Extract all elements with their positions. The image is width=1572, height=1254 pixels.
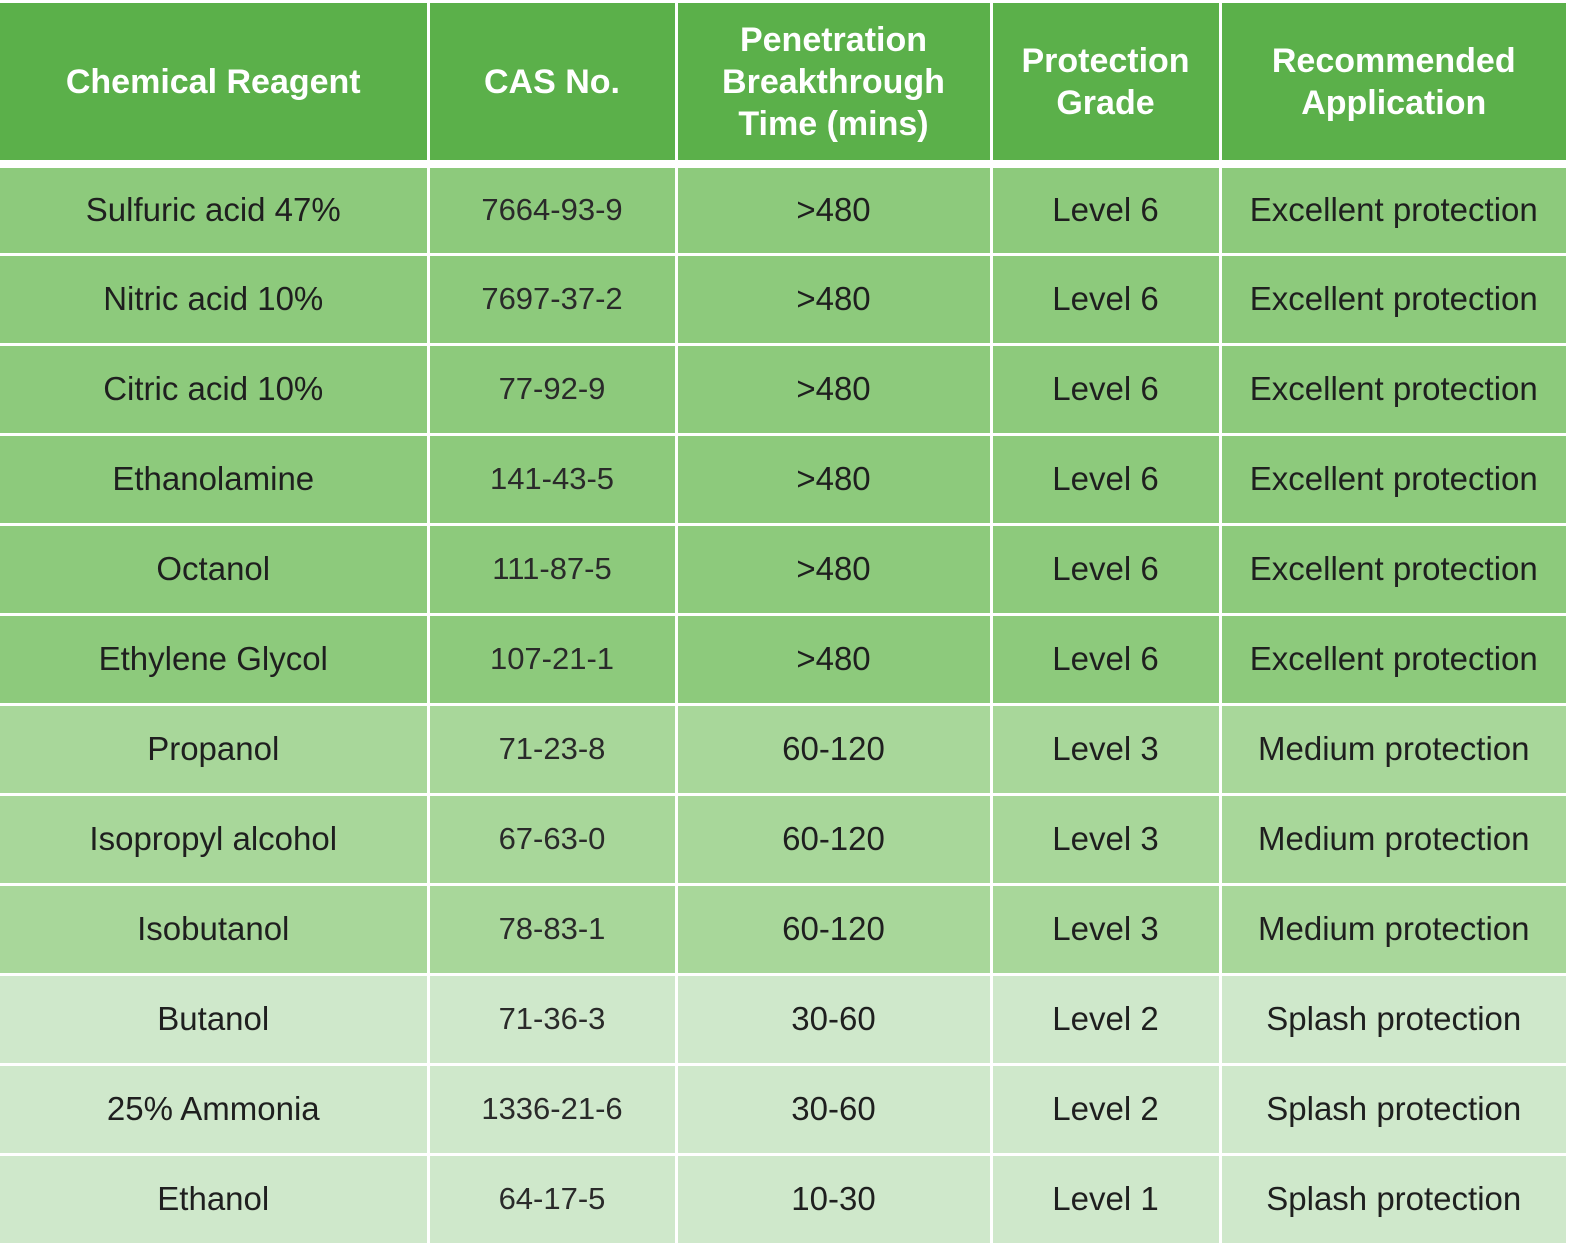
cell-breakthrough-time: 10-30 xyxy=(674,1154,993,1246)
cell-chemical-reagent: Citric acid 10% xyxy=(0,344,430,436)
cell-chemical-reagent: Ethylene Glycol xyxy=(0,614,430,706)
header-cas-no: CAS No. xyxy=(426,3,678,168)
cell-cas-no: 71-23-8 xyxy=(426,704,678,796)
cell-breakthrough-time: 60-120 xyxy=(674,704,993,796)
cell-chemical-reagent: Ethanolamine xyxy=(0,434,430,526)
cell-breakthrough-time: >480 xyxy=(674,344,993,436)
cell-breakthrough-time: 60-120 xyxy=(674,884,993,976)
table-body: Sulfuric acid 47% 7664-93-9 >480 Level 6 Exc… xyxy=(0,164,1566,1246)
cell-protection-grade: Level 6 xyxy=(989,344,1222,436)
cell-recommended-application: Splash protection xyxy=(1218,1154,1566,1246)
cell-recommended-application: Excellent protection xyxy=(1218,254,1566,346)
cell-protection-grade: Level 3 xyxy=(989,794,1222,886)
table-row: Ethanol 64-17-5 10-30 Level 1 Splash protect… xyxy=(0,1154,1566,1246)
cell-protection-grade: Level 6 xyxy=(989,614,1222,706)
cell-breakthrough-time: 30-60 xyxy=(674,1064,993,1156)
table-row: Sulfuric acid 47% 7664-93-9 >480 Level 6 Exc… xyxy=(0,164,1566,256)
table-row: Citric acid 10% 77-92-9 >480 Level 6 Excelle… xyxy=(0,344,1566,436)
cell-cas-no: 141-43-5 xyxy=(426,434,678,526)
cell-cas-no: 1336-21-6 xyxy=(426,1064,678,1156)
cell-chemical-reagent: Sulfuric acid 47% xyxy=(0,164,430,256)
cell-protection-grade: Level 2 xyxy=(989,974,1222,1066)
cell-recommended-application: Splash protection xyxy=(1218,1064,1566,1156)
cell-protection-grade: Level 2 xyxy=(989,1064,1222,1156)
cell-cas-no: 64-17-5 xyxy=(426,1154,678,1246)
cell-chemical-reagent: Butanol xyxy=(0,974,430,1066)
table-row: Butanol 71-36-3 30-60 Level 2 Splash protect… xyxy=(0,974,1566,1066)
cell-recommended-application: Excellent protection xyxy=(1218,164,1566,256)
cell-cas-no: 7664-93-9 xyxy=(426,164,678,256)
cell-chemical-reagent: 25% Ammonia xyxy=(0,1064,430,1156)
cell-breakthrough-time: >480 xyxy=(674,614,993,706)
cell-breakthrough-time: >480 xyxy=(674,434,993,526)
cell-cas-no: 78-83-1 xyxy=(426,884,678,976)
header-chemical-reagent: Chemical Reagent xyxy=(0,3,430,168)
header-recommended-application: Recommended Application xyxy=(1218,3,1566,168)
cell-chemical-reagent: Ethanol xyxy=(0,1154,430,1246)
cell-breakthrough-time: >480 xyxy=(674,524,993,616)
cell-chemical-reagent: Octanol xyxy=(0,524,430,616)
cell-recommended-application: Excellent protection xyxy=(1218,344,1566,436)
cell-chemical-reagent: Nitric acid 10% xyxy=(0,254,430,346)
cell-protection-grade: Level 6 xyxy=(989,524,1222,616)
header-protection-grade: Protection Grade xyxy=(989,3,1222,168)
header-row: Chemical Reagent CAS No. Penetration Bre… xyxy=(0,3,1566,168)
cell-cas-no: 77-92-9 xyxy=(426,344,678,436)
cell-cas-no: 111-87-5 xyxy=(426,524,678,616)
chemical-resistance-table: Chemical Reagent CAS No. Penetration Bre… xyxy=(0,3,1566,1246)
cell-breakthrough-time: 30-60 xyxy=(674,974,993,1066)
cell-recommended-application: Excellent protection xyxy=(1218,614,1566,706)
cell-protection-grade: Level 3 xyxy=(989,884,1222,976)
cell-chemical-reagent: Isobutanol xyxy=(0,884,430,976)
cell-cas-no: 71-36-3 xyxy=(426,974,678,1066)
table-row: Nitric acid 10% 7697-37-2 >480 Level 6 Excel… xyxy=(0,254,1566,346)
table-row: Octanol 111-87-5 >480 Level 6 Excellent prot… xyxy=(0,524,1566,616)
cell-breakthrough-time: >480 xyxy=(674,164,993,256)
header-breakthrough-time: Penetration Breakthrough Time (mins) xyxy=(674,3,993,168)
table-header: Chemical Reagent CAS No. Penetration Bre… xyxy=(0,3,1566,168)
cell-recommended-application: Medium protection xyxy=(1218,794,1566,886)
table-row: Ethanolamine 141-43-5 >480 Level 6 Excellent… xyxy=(0,434,1566,526)
cell-recommended-application: Excellent protection xyxy=(1218,434,1566,526)
cell-protection-grade: Level 1 xyxy=(989,1154,1222,1246)
cell-cas-no: 107-21-1 xyxy=(426,614,678,706)
cell-protection-grade: Level 6 xyxy=(989,164,1222,256)
cell-protection-grade: Level 6 xyxy=(989,254,1222,346)
cell-breakthrough-time: >480 xyxy=(674,254,993,346)
cell-recommended-application: Medium protection xyxy=(1218,704,1566,796)
table-row: Propanol 71-23-8 60-120 Level 3 Medium prote… xyxy=(0,704,1566,796)
cell-protection-grade: Level 3 xyxy=(989,704,1222,796)
table-row: Isobutanol 78-83-1 60-120 Level 3 Medium pro… xyxy=(0,884,1566,976)
cell-recommended-application: Excellent protection xyxy=(1218,524,1566,616)
cell-cas-no: 67-63-0 xyxy=(426,794,678,886)
cell-protection-grade: Level 6 xyxy=(989,434,1222,526)
table-row: 25% Ammonia 1336-21-6 30-60 Level 2 Splash p… xyxy=(0,1064,1566,1156)
table-row: Ethylene Glycol 107-21-1 >480 Level 6 Excell… xyxy=(0,614,1566,706)
cell-breakthrough-time: 60-120 xyxy=(674,794,993,886)
table-row: Isopropyl alcohol 67-63-0 60-120 Level 3 Med… xyxy=(0,794,1566,886)
cell-cas-no: 7697-37-2 xyxy=(426,254,678,346)
cell-recommended-application: Splash protection xyxy=(1218,974,1566,1066)
cell-chemical-reagent: Isopropyl alcohol xyxy=(0,794,430,886)
cell-chemical-reagent: Propanol xyxy=(0,704,430,796)
cell-recommended-application: Medium protection xyxy=(1218,884,1566,976)
